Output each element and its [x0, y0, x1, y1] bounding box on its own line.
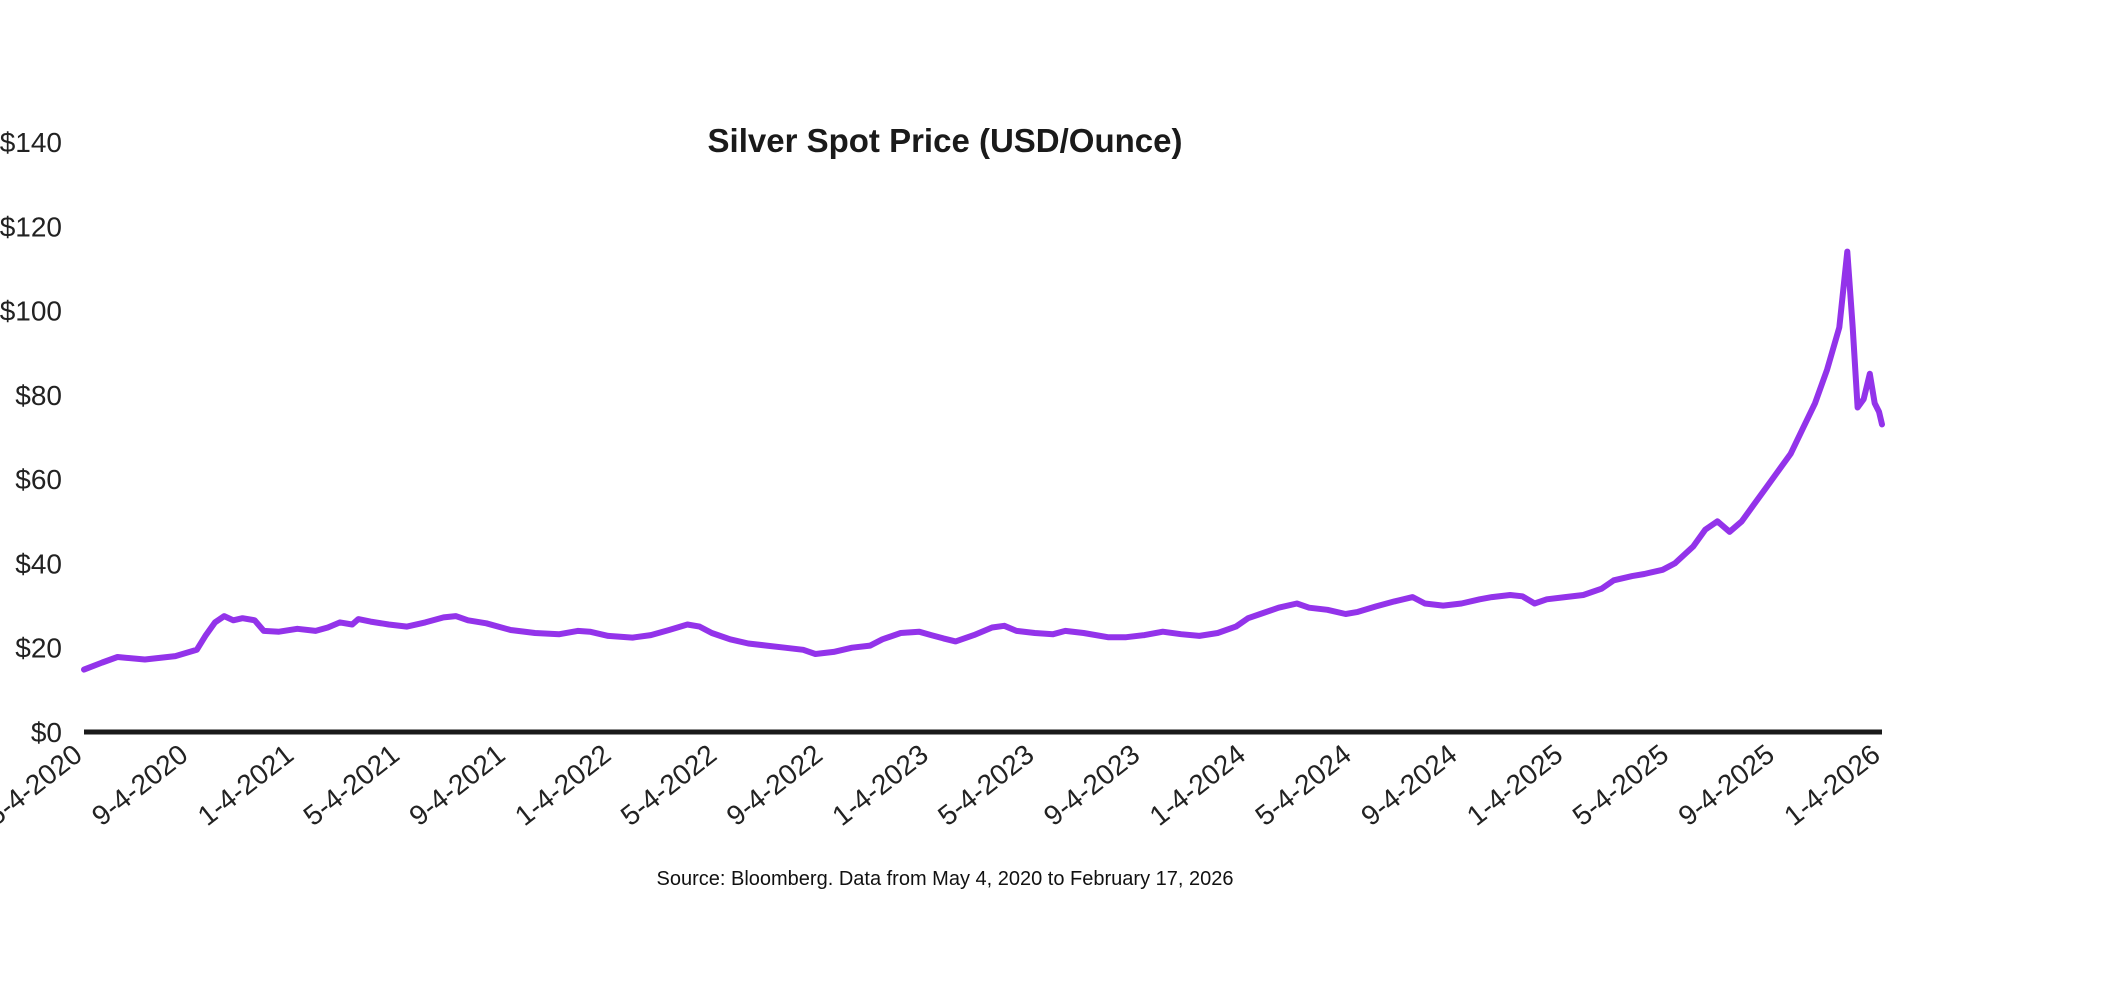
x-tick-label: 9-4-2022	[721, 738, 828, 831]
x-tick-label: 5-4-2023	[932, 738, 1039, 831]
y-tick-label: $40	[15, 548, 62, 579]
x-tick-label: 1-4-2023	[826, 738, 933, 831]
x-tick-label: 5-4-2021	[298, 738, 405, 831]
y-tick-label: $120	[0, 211, 62, 242]
y-axis: $0 $20 $40 $60 $80 $100 $120 $140	[0, 127, 62, 748]
x-tick-label: 9-4-2024	[1355, 738, 1462, 831]
chart-title: Silver Spot Price (USD/Ounce)	[708, 122, 1183, 159]
y-tick-label: $60	[15, 464, 62, 495]
y-tick-label: $80	[15, 380, 62, 411]
x-tick-label: 9-4-2023	[1038, 738, 1145, 831]
x-tick-label: 1-4-2024	[1144, 738, 1251, 831]
y-tick-label: $100	[0, 296, 62, 327]
x-axis: 5-4-20209-4-20201-4-20215-4-20219-4-2021…	[0, 738, 1886, 831]
x-tick-label: 9-4-2020	[86, 738, 193, 831]
x-tick-label: 5-4-2024	[1249, 738, 1356, 831]
y-tick-label: $0	[31, 717, 62, 748]
source-note: Source: Bloomberg. Data from May 4, 2020…	[657, 868, 1234, 890]
x-tick-label: 1-4-2021	[192, 738, 299, 831]
x-tick-label: 1-4-2026	[1778, 738, 1885, 831]
x-tick-label: 1-4-2022	[509, 738, 616, 831]
series-line-silver	[81, 248, 1885, 673]
x-tick-label: 1-4-2025	[1461, 738, 1568, 831]
x-tick-label: 9-4-2025	[1673, 738, 1780, 831]
y-tick-label: $20	[15, 633, 62, 664]
x-tick-label: 5-4-2022	[615, 738, 722, 831]
x-tick-label: 9-4-2021	[403, 738, 510, 831]
x-tick-label: 5-4-2025	[1567, 738, 1674, 831]
x-tick-label: 5-4-2020	[0, 738, 88, 831]
y-tick-label: $140	[0, 127, 62, 158]
